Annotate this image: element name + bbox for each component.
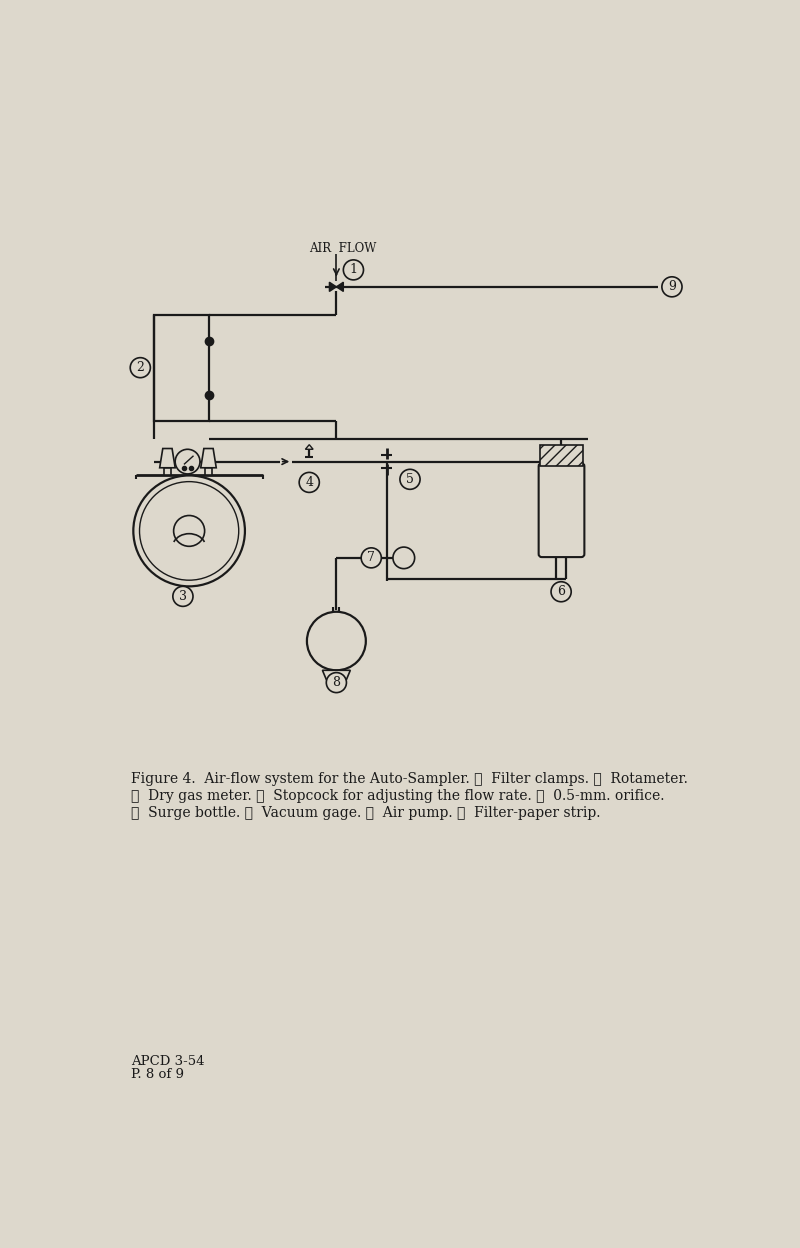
FancyBboxPatch shape <box>538 463 584 557</box>
Circle shape <box>173 587 193 607</box>
Text: ⑥  Surge bottle. ⑦  Vacuum gage. ⑧  Air pump. ⑨  Filter-paper strip.: ⑥ Surge bottle. ⑦ Vacuum gage. ⑧ Air pum… <box>131 806 601 820</box>
Text: 2: 2 <box>136 361 144 374</box>
Text: APCD 3-54: APCD 3-54 <box>131 1055 205 1067</box>
Text: 3: 3 <box>179 590 187 603</box>
Polygon shape <box>306 444 313 449</box>
Polygon shape <box>330 282 343 292</box>
Circle shape <box>307 612 366 670</box>
Polygon shape <box>160 448 175 468</box>
Circle shape <box>400 469 420 489</box>
Polygon shape <box>322 670 350 679</box>
Bar <box>206 468 211 475</box>
Text: 9: 9 <box>668 281 676 293</box>
Circle shape <box>662 277 682 297</box>
Circle shape <box>326 673 346 693</box>
Text: 7: 7 <box>367 552 375 564</box>
Circle shape <box>175 449 200 474</box>
Text: 5: 5 <box>406 473 414 485</box>
Circle shape <box>343 260 363 280</box>
Text: P. 8 of 9: P. 8 of 9 <box>131 1068 184 1081</box>
Circle shape <box>551 582 571 602</box>
Circle shape <box>139 482 238 580</box>
Text: Figure 4.  Air-flow system for the Auto-Sampler. ①  Filter clamps. ②  Rotameter.: Figure 4. Air-flow system for the Auto-S… <box>131 773 688 786</box>
Bar <box>154 316 209 421</box>
Circle shape <box>299 473 319 493</box>
Text: 8: 8 <box>332 676 340 689</box>
Polygon shape <box>201 448 216 468</box>
Text: AIR  FLOW: AIR FLOW <box>309 242 376 255</box>
Circle shape <box>393 547 414 569</box>
Circle shape <box>130 358 150 378</box>
Circle shape <box>134 475 245 587</box>
Bar <box>540 444 583 467</box>
Text: ③  Dry gas meter. ④  Stopcock for adjusting the flow rate. ⑤  0.5-mm. orifice.: ③ Dry gas meter. ④ Stopcock for adjustin… <box>131 789 665 802</box>
Circle shape <box>174 515 205 547</box>
Bar <box>164 468 170 475</box>
Text: 4: 4 <box>306 475 314 489</box>
Text: 6: 6 <box>557 585 565 598</box>
Text: 1: 1 <box>350 263 358 276</box>
Circle shape <box>361 548 382 568</box>
